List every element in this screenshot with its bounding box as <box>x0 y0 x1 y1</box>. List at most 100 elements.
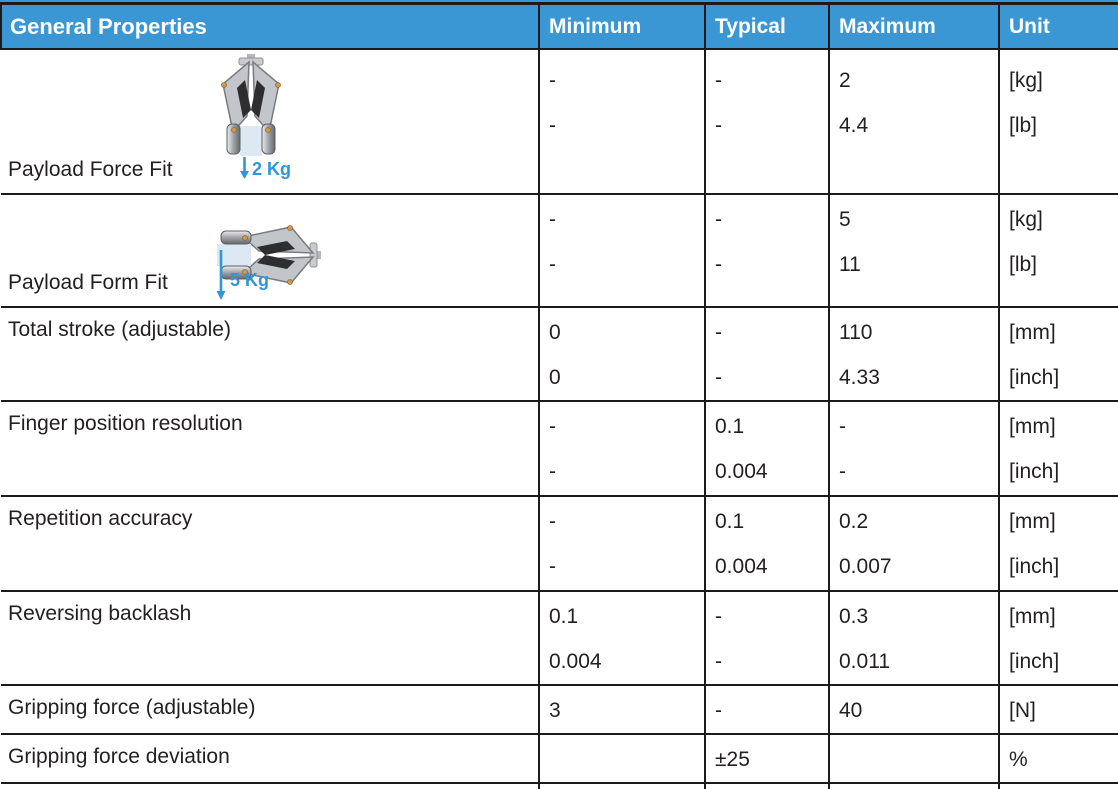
unit-cell: [mm] [inch] <box>998 306 1118 401</box>
table-row: Finger position resolution - - 0.1 0.004… <box>1 400 1118 496</box>
cell-value: - <box>549 253 556 276</box>
cell-value: - <box>549 208 556 231</box>
cell-value: 0.1 <box>549 605 579 628</box>
minimum-cell <box>538 782 705 789</box>
unit-cell: [kg] [lb] <box>998 48 1118 194</box>
table-title: General Properties <box>0 3 539 49</box>
property-label: Gripping force (adjustable) <box>8 696 256 719</box>
typical-cell <box>704 782 829 789</box>
cell-value: 0.011 <box>839 650 890 673</box>
cell-value: 3 <box>549 699 561 722</box>
table-row: Gripping force (adjustable) 3 - 40 [N] <box>1 684 1118 734</box>
cell-value: - <box>549 555 556 578</box>
property-label: Payload Force Fit <box>8 158 173 181</box>
property-cell <box>1 782 539 789</box>
column-header-typical: Typical <box>704 3 829 49</box>
cell-value: [kg] <box>1009 69 1043 92</box>
cell-value: 110 <box>839 321 873 344</box>
minimum-cell: - - <box>538 48 705 194</box>
cell-value: 2 <box>839 69 851 92</box>
table-row: Repetition accuracy - - 0.1 0.004 0.2 0.… <box>1 495 1118 591</box>
payload-capacity-badge: 2 Kg <box>239 156 291 180</box>
property-cell: Gripping force (adjustable) <box>1 684 539 734</box>
cell-value: [mm] <box>1009 415 1056 438</box>
cell-value: 0 <box>549 321 561 344</box>
property-cell: Finger position resolution <box>1 400 539 496</box>
typical-cell: - <box>704 684 829 734</box>
typical-cell: ±25 <box>704 733 829 783</box>
cell-value: - <box>715 699 722 722</box>
cell-value: [inch] <box>1009 366 1060 389</box>
property-label: Repetition accuracy <box>8 507 193 530</box>
unit-cell: % <box>998 733 1118 783</box>
unit-cell: [mm] [inch] <box>998 495 1118 591</box>
cell-value: [inch] <box>1009 460 1060 483</box>
payload-capacity-label: 5 Kg <box>230 270 270 290</box>
cell-value: - <box>715 605 722 628</box>
cell-value: 11 <box>839 253 861 276</box>
minimum-cell: 0.1 0.004 <box>538 590 705 685</box>
gripper-force-fit-image <box>211 54 291 159</box>
cell-value: [lb] <box>1009 253 1038 276</box>
maximum-cell: 0.2 0.007 <box>828 495 999 591</box>
cell-value: [mm] <box>1009 605 1056 628</box>
unit-cell: [N] <box>998 684 1118 734</box>
table-row: Total stroke (adjustable) 0 0 - - 110 4.… <box>1 306 1118 401</box>
table-header-row: General Properties Minimum Typical Maxim… <box>0 3 1118 49</box>
cell-value: ±25 <box>715 748 750 771</box>
maximum-cell <box>828 733 999 783</box>
unit-cell: [mm] [inch] <box>998 590 1118 685</box>
cell-value: 0.1 <box>715 510 745 533</box>
minimum-cell: - - <box>538 400 705 496</box>
cell-value: 0.3 <box>839 605 869 628</box>
property-cell: Repetition accuracy <box>1 495 539 591</box>
payload-capacity-badge: 5 Kg <box>215 249 269 301</box>
cell-value: 0.004 <box>715 555 768 578</box>
maximum-cell: 40 <box>828 684 999 734</box>
cell-value: - <box>715 253 722 276</box>
maximum-cell: - - <box>828 400 999 496</box>
cell-value: [mm] <box>1009 321 1056 344</box>
unit-cell <box>998 782 1118 789</box>
unit-cell: [kg] [lb] <box>998 193 1118 307</box>
typical-cell: 0.1 0.004 <box>704 495 829 591</box>
table-row: Reversing backlash 0.1 0.004 - - 0.3 0.0… <box>1 590 1118 685</box>
cell-value: - <box>715 208 722 231</box>
gripper-form-fit-image <box>216 215 321 295</box>
column-header-maximum: Maximum <box>828 3 999 49</box>
cell-value: [kg] <box>1009 208 1043 231</box>
cell-value: 4.4 <box>839 114 869 137</box>
maximum-cell: 2 4.4 <box>828 48 999 194</box>
cell-value: 0.004 <box>549 650 602 673</box>
maximum-cell: 0.3 0.011 <box>828 590 999 685</box>
cell-value: - <box>715 366 722 389</box>
down-arrow-icon <box>239 156 250 180</box>
property-label: Finger position resolution <box>8 412 243 435</box>
cell-value: 0 <box>549 366 561 389</box>
cell-value: [lb] <box>1009 114 1038 137</box>
property-cell: 5 Kg Payload Form Fit <box>1 193 539 307</box>
cell-value <box>549 737 704 782</box>
unit-cell: [mm] [inch] <box>998 400 1118 496</box>
cell-value: [inch] <box>1009 555 1060 578</box>
cell-value: 40 <box>839 699 863 722</box>
cell-value: [mm] <box>1009 510 1056 533</box>
cell-value <box>839 737 998 782</box>
cell-value: - <box>549 460 556 483</box>
minimum-cell: 0 0 <box>538 306 705 401</box>
property-label: Payload Form Fit <box>8 271 168 294</box>
cell-value: - <box>549 415 556 438</box>
property-label: Total stroke (adjustable) <box>8 318 231 341</box>
top-divider <box>0 0 1118 2</box>
property-cell: Reversing backlash <box>1 590 539 685</box>
typical-cell: - - <box>704 193 829 307</box>
typical-cell: - - <box>704 306 829 401</box>
cell-value: - <box>549 69 556 92</box>
cell-value: - <box>549 510 556 533</box>
column-header-unit: Unit <box>998 3 1118 49</box>
maximum-cell: 110 4.33 <box>828 306 999 401</box>
cell-value: - <box>715 650 722 673</box>
property-cell: Total stroke (adjustable) <box>1 306 539 401</box>
cell-value: 0.1 <box>715 415 745 438</box>
